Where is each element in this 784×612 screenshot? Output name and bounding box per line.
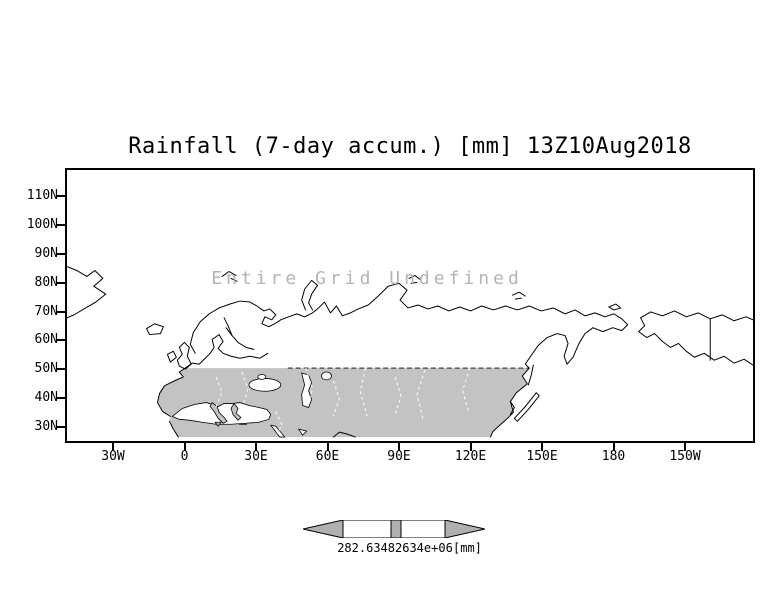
coast-west-europe-africa — [156, 367, 186, 438]
plot-title: Rainfall (7-day accum.) [mm] 13Z10Aug201… — [128, 134, 692, 159]
colorbar — [302, 519, 486, 539]
undefined-region-shading — [157, 368, 530, 438]
map-frame — [65, 168, 755, 443]
x-tick-label: 90E — [387, 449, 411, 464]
x-tick-mark — [255, 443, 257, 451]
wrangel-island — [608, 303, 622, 311]
japan — [513, 392, 540, 422]
y-tick-label: 90N — [34, 245, 58, 261]
greenland — [67, 266, 107, 319]
x-tick-mark — [183, 443, 186, 451]
y-tick-mark — [57, 426, 65, 428]
sakhalin — [527, 364, 534, 386]
scandinavia — [189, 300, 282, 354]
coast-north-europe — [184, 334, 269, 369]
severnaya-zemlya — [408, 274, 421, 284]
svalbard — [221, 271, 238, 282]
y-tick-label: 80N — [34, 274, 58, 290]
y-tick-label: 40N — [34, 390, 58, 406]
new-siberian-islands — [511, 291, 526, 300]
alaska-south-coast — [638, 317, 753, 366]
colorbar-segment-gray-mid — [390, 519, 402, 539]
kamchatka-okhotsk-coast — [524, 327, 623, 369]
x-tick-mark — [326, 443, 329, 451]
colorbar-segment-white-right — [400, 519, 446, 539]
y-tick-label: 30N — [34, 419, 58, 434]
y-tick-label: 70N — [34, 303, 58, 319]
red-sea — [269, 424, 286, 438]
coastlines — [67, 266, 753, 438]
y-tick-mark — [57, 281, 65, 284]
undefined-grid-annotation: Entire Grid Undefined — [211, 268, 523, 289]
y-tick-mark — [57, 195, 65, 197]
x-tick-label: 150W — [669, 449, 701, 464]
arctic-coast-russia — [280, 282, 629, 332]
seas — [171, 371, 332, 438]
gulf-of-finland — [225, 327, 255, 350]
y-tick-label: 100N — [26, 216, 58, 232]
alaska-north-coast — [640, 310, 753, 322]
aral-sea — [321, 371, 332, 381]
y-tick-mark — [57, 252, 65, 255]
x-tick-label: 30W — [101, 449, 125, 464]
x-tick-label: 30E — [244, 449, 268, 464]
gulf-of-bothnia — [223, 317, 233, 337]
novaya-zemlya — [301, 279, 319, 311]
great-britain — [176, 341, 192, 370]
y-tick-label: 50N — [34, 361, 58, 377]
sicily — [214, 421, 222, 427]
colorbar-canvas — [302, 519, 486, 539]
x-tick-label: 0 — [180, 449, 189, 464]
x-tick-label: 60E — [315, 449, 340, 464]
greece — [230, 402, 242, 421]
y-tick-mark — [57, 339, 65, 342]
colorbar-value-label: 282.63482634e+06 — [337, 541, 453, 555]
x-tick-label: 150E — [526, 449, 558, 464]
caspian-sea — [301, 372, 312, 408]
y-tick-mark — [57, 223, 65, 226]
south-europe-peninsulas — [209, 401, 247, 427]
korea — [509, 401, 515, 415]
azov-sea — [257, 374, 267, 380]
y-tick-label: 60N — [34, 332, 58, 348]
colorbar-right-arrow — [444, 519, 486, 539]
colorbar-segment-white-left — [342, 519, 392, 539]
x-tick-mark — [398, 443, 400, 451]
x-tick-mark — [541, 443, 543, 451]
italy — [209, 401, 228, 424]
iceland — [146, 323, 164, 336]
colorbar-left-arrow — [302, 519, 344, 539]
map-canvas — [67, 266, 753, 438]
black-sea — [248, 378, 282, 392]
y-tick-label: 110N — [26, 188, 58, 203]
colorbar-unit-label: [mm] — [453, 541, 482, 555]
country-borders — [215, 367, 471, 435]
south-asia-coast — [332, 431, 356, 438]
x-tick-mark — [684, 443, 686, 451]
ireland — [166, 350, 177, 363]
x-tick-label: 180 — [601, 449, 626, 464]
x-tick-mark — [112, 443, 114, 451]
y-tick-mark — [57, 368, 65, 371]
x-tick-mark — [469, 443, 472, 451]
y-tick-mark — [57, 310, 65, 313]
x-tick-label: 120E — [454, 449, 487, 464]
y-tick-mark — [57, 397, 65, 400]
persian-gulf — [297, 428, 308, 436]
east-asia-coast — [490, 367, 530, 438]
x-tick-mark — [612, 443, 615, 451]
mediterranean-sea — [171, 402, 272, 425]
